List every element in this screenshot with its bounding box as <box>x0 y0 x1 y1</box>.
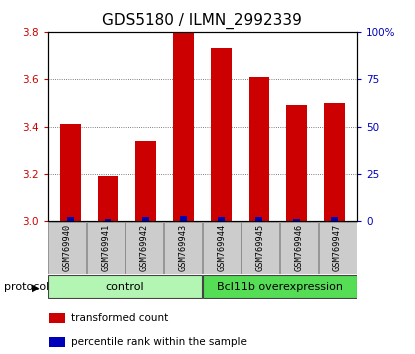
Text: ▶: ▶ <box>32 282 39 292</box>
FancyBboxPatch shape <box>203 222 241 274</box>
FancyBboxPatch shape <box>87 222 124 274</box>
Bar <box>324 103 344 221</box>
Bar <box>256 217 262 221</box>
Text: GSM769942: GSM769942 <box>140 224 149 271</box>
Bar <box>105 219 112 221</box>
Text: GSM769944: GSM769944 <box>217 224 226 271</box>
Bar <box>293 219 300 221</box>
FancyBboxPatch shape <box>125 222 163 274</box>
Text: GSM769947: GSM769947 <box>333 224 342 271</box>
FancyBboxPatch shape <box>280 222 318 274</box>
Bar <box>135 141 156 221</box>
FancyBboxPatch shape <box>164 222 202 274</box>
Bar <box>67 217 74 221</box>
Bar <box>249 77 269 221</box>
Text: percentile rank within the sample: percentile rank within the sample <box>71 337 247 347</box>
Text: GSM769945: GSM769945 <box>256 224 265 271</box>
FancyBboxPatch shape <box>203 275 356 298</box>
Bar <box>286 105 307 221</box>
Text: GSM769946: GSM769946 <box>294 224 303 271</box>
FancyBboxPatch shape <box>319 222 356 274</box>
Text: transformed count: transformed count <box>71 313 168 323</box>
Bar <box>142 217 149 221</box>
Bar <box>60 124 81 221</box>
Bar <box>49 337 65 347</box>
Bar <box>211 48 232 221</box>
Text: GSM769940: GSM769940 <box>63 224 71 271</box>
FancyBboxPatch shape <box>48 275 202 298</box>
FancyBboxPatch shape <box>48 222 86 274</box>
Text: GSM769941: GSM769941 <box>101 224 110 271</box>
FancyBboxPatch shape <box>242 222 279 274</box>
Title: GDS5180 / ILMN_2992339: GDS5180 / ILMN_2992339 <box>103 13 302 29</box>
Bar <box>49 313 65 323</box>
Text: protocol: protocol <box>4 282 49 292</box>
Bar <box>218 217 225 221</box>
Bar <box>173 32 194 221</box>
Text: Bcl11b overexpression: Bcl11b overexpression <box>217 282 343 292</box>
Text: GSM769943: GSM769943 <box>178 224 188 271</box>
Bar <box>98 176 118 221</box>
Text: control: control <box>106 282 144 292</box>
Bar <box>331 217 338 221</box>
Bar <box>180 216 187 221</box>
